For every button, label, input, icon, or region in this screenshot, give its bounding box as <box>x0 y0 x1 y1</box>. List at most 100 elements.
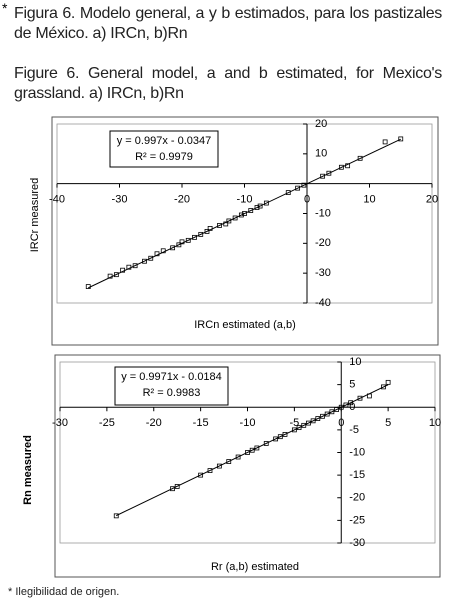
point <box>223 221 229 227</box>
point <box>198 231 204 237</box>
point <box>285 190 291 196</box>
point <box>132 263 138 269</box>
point <box>245 450 250 455</box>
point <box>216 463 222 469</box>
y-tick-label: 20 <box>315 118 327 130</box>
point <box>248 208 254 213</box>
point <box>249 447 255 453</box>
point <box>207 226 213 231</box>
y-tick-label: 5 <box>349 379 355 391</box>
point <box>306 420 311 426</box>
y-tick-label: 10 <box>349 356 361 368</box>
caption-es: Figura 6. Modelo general, a y b estimado… <box>14 5 442 42</box>
point <box>198 472 204 478</box>
x-tick-label: -10 <box>240 417 256 429</box>
equation-box <box>109 130 219 168</box>
point <box>310 418 316 424</box>
r-squared: R² = 0.9983 <box>143 387 201 399</box>
x-tick-label: -25 <box>99 417 115 429</box>
point <box>382 139 388 145</box>
point <box>263 441 269 446</box>
x-tick-label: -40 <box>49 194 65 206</box>
equation: y = 0.9971x - 0.0184 <box>121 371 222 383</box>
chart-frame <box>54 354 441 578</box>
point <box>113 272 119 278</box>
point <box>357 395 363 401</box>
x-tick-label: 10 <box>363 194 375 206</box>
point <box>254 445 260 451</box>
point <box>295 185 301 191</box>
y-tick-label: -20 <box>315 237 331 249</box>
point <box>338 404 344 410</box>
x-tick-label: 20 <box>426 194 438 206</box>
x-tick-label: -20 <box>146 417 162 429</box>
caption-en: Figure 6. General model, a and b estimat… <box>14 65 442 102</box>
point <box>329 409 335 415</box>
point <box>398 136 404 142</box>
point <box>273 436 279 442</box>
point <box>85 284 91 289</box>
point <box>348 400 354 406</box>
y-tick-label: -5 <box>349 424 359 436</box>
point <box>345 163 351 169</box>
x-tick-label: -30 <box>112 194 128 206</box>
point <box>176 242 182 248</box>
point <box>324 411 330 417</box>
point <box>207 468 213 474</box>
y-tick-label: -10 <box>315 207 331 219</box>
y-tick-label: 10 <box>315 148 327 160</box>
point <box>282 431 288 437</box>
footnote: * Ilegibilidad de origen. <box>8 586 120 598</box>
point <box>320 173 326 179</box>
point <box>277 434 283 440</box>
point <box>142 258 147 264</box>
point <box>326 170 332 176</box>
point <box>174 484 180 489</box>
equation: y = 0.997x - 0.0347 <box>117 135 211 147</box>
y-tick-label: -30 <box>315 267 331 279</box>
r-squared: R² = 0.9979 <box>135 151 193 163</box>
y-tick-label: -10 <box>349 446 365 458</box>
chart-frame <box>51 116 439 346</box>
point <box>235 454 241 460</box>
y-tick-label: -40 <box>315 297 331 309</box>
x-axis-label: IRCn estimated (a,b) <box>194 319 295 331</box>
point <box>160 248 166 254</box>
x-tick-label: -15 <box>193 417 209 429</box>
point <box>301 182 307 188</box>
y-tick-label: -15 <box>349 469 365 481</box>
y-axis-label: Rn measured <box>22 435 34 505</box>
x-tick-label: -30 <box>52 417 68 429</box>
point <box>238 212 244 218</box>
point <box>263 200 269 206</box>
point <box>126 264 132 270</box>
x-tick-label: 0 <box>338 417 344 429</box>
point <box>107 273 113 279</box>
point <box>381 384 386 390</box>
x-axis-label: Rr (a,b) estimated <box>211 561 299 573</box>
x-tick-label: 10 <box>429 417 441 429</box>
point <box>242 211 247 216</box>
y-axis-label: IRCr measured <box>29 178 41 253</box>
point <box>301 422 307 428</box>
x-tick-label: -10 <box>237 194 253 206</box>
x-tick-label: 5 <box>385 417 391 429</box>
trendline <box>116 384 389 517</box>
point <box>254 205 260 210</box>
y-tick-label: -20 <box>349 492 365 504</box>
point <box>148 255 154 261</box>
point <box>120 267 126 273</box>
x-tick-label: -20 <box>174 194 190 206</box>
point <box>185 237 191 243</box>
point <box>291 427 297 433</box>
point <box>366 393 372 399</box>
x-tick-label: 0 <box>304 194 310 206</box>
plot-area <box>59 361 436 544</box>
point <box>257 203 263 209</box>
point <box>192 234 197 240</box>
point <box>357 155 363 161</box>
point <box>320 413 325 419</box>
y-tick-label: 0 <box>349 401 355 413</box>
